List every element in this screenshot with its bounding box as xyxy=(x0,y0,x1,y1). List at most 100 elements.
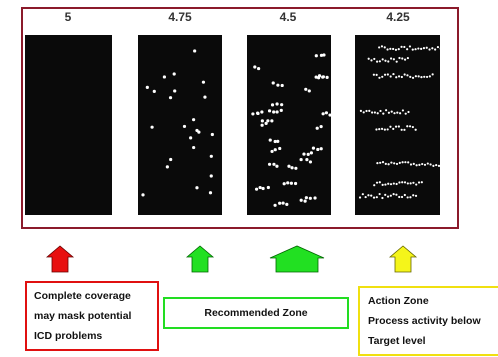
dot xyxy=(286,181,289,184)
dot xyxy=(401,129,403,131)
dot xyxy=(257,67,260,70)
dot xyxy=(410,163,412,165)
dot xyxy=(153,90,156,93)
dot xyxy=(150,126,153,129)
dot xyxy=(272,110,275,113)
dot xyxy=(294,182,297,185)
dot xyxy=(435,164,437,166)
dot xyxy=(384,183,386,185)
panel-label: 4.25 xyxy=(386,10,410,24)
dot xyxy=(302,152,305,155)
dot xyxy=(359,196,361,198)
dot xyxy=(401,57,403,59)
dot xyxy=(405,113,407,115)
dot xyxy=(407,57,409,59)
dot xyxy=(415,75,417,77)
dot xyxy=(321,75,324,78)
dot xyxy=(251,112,254,115)
dot xyxy=(173,72,176,75)
dot xyxy=(320,125,323,128)
dot xyxy=(365,196,367,198)
dot xyxy=(294,167,297,170)
dot xyxy=(387,195,389,197)
dot xyxy=(387,73,389,75)
dot xyxy=(406,125,408,127)
dot xyxy=(426,76,428,78)
dot xyxy=(390,75,392,77)
dot xyxy=(378,128,380,130)
dot xyxy=(402,109,404,111)
dot xyxy=(270,119,273,122)
dot xyxy=(267,186,270,189)
dot xyxy=(255,188,258,191)
dot xyxy=(387,60,389,62)
dot xyxy=(192,118,195,121)
arrow xyxy=(390,246,416,272)
dot xyxy=(395,126,397,128)
dot xyxy=(410,182,412,184)
dot xyxy=(360,110,362,112)
dot xyxy=(273,204,276,207)
dot xyxy=(275,102,278,105)
dot xyxy=(398,125,400,127)
dot xyxy=(401,161,403,163)
dot xyxy=(398,196,400,198)
dot xyxy=(313,196,316,199)
dot xyxy=(404,73,406,75)
dot xyxy=(328,113,331,116)
dot xyxy=(403,129,405,131)
dot xyxy=(378,46,380,48)
dot xyxy=(280,103,283,106)
dot xyxy=(412,182,414,184)
dot xyxy=(309,197,312,200)
dot xyxy=(256,112,259,115)
dot xyxy=(399,162,401,164)
dot xyxy=(287,165,290,168)
dot xyxy=(415,195,417,197)
dot xyxy=(400,46,402,48)
dot xyxy=(395,76,397,78)
dot xyxy=(259,186,262,189)
dot xyxy=(384,74,386,76)
dot xyxy=(197,131,200,134)
dot xyxy=(367,194,369,196)
dot xyxy=(423,47,425,49)
note-text: Process activity below xyxy=(368,315,481,327)
dot xyxy=(392,73,394,75)
dot xyxy=(415,183,417,185)
dot xyxy=(276,84,279,87)
dot xyxy=(384,194,386,196)
arrow xyxy=(187,246,213,272)
dot xyxy=(424,164,426,166)
dot xyxy=(404,161,406,163)
dot xyxy=(365,110,367,112)
note-text: Target level xyxy=(368,335,426,347)
dot xyxy=(390,161,392,163)
dot xyxy=(401,181,403,183)
dot xyxy=(283,182,286,185)
dot xyxy=(392,48,394,50)
dot xyxy=(403,46,405,48)
dot xyxy=(426,47,428,49)
dot xyxy=(278,147,281,150)
dot xyxy=(379,110,381,112)
dot xyxy=(202,81,205,84)
dot xyxy=(210,155,213,158)
dot xyxy=(428,48,430,50)
dot xyxy=(163,75,166,78)
dot xyxy=(373,74,375,76)
note-text: Recommended Zone xyxy=(204,307,307,319)
dot xyxy=(412,77,414,79)
dot xyxy=(406,74,408,76)
dot xyxy=(316,148,319,151)
dot xyxy=(415,129,417,131)
dot xyxy=(418,181,420,183)
dot xyxy=(290,182,293,185)
dot xyxy=(281,84,284,87)
dot xyxy=(432,73,434,75)
dot xyxy=(320,147,323,150)
dot xyxy=(407,111,409,113)
dot xyxy=(189,136,192,139)
dot xyxy=(312,147,315,150)
dot xyxy=(398,75,400,77)
